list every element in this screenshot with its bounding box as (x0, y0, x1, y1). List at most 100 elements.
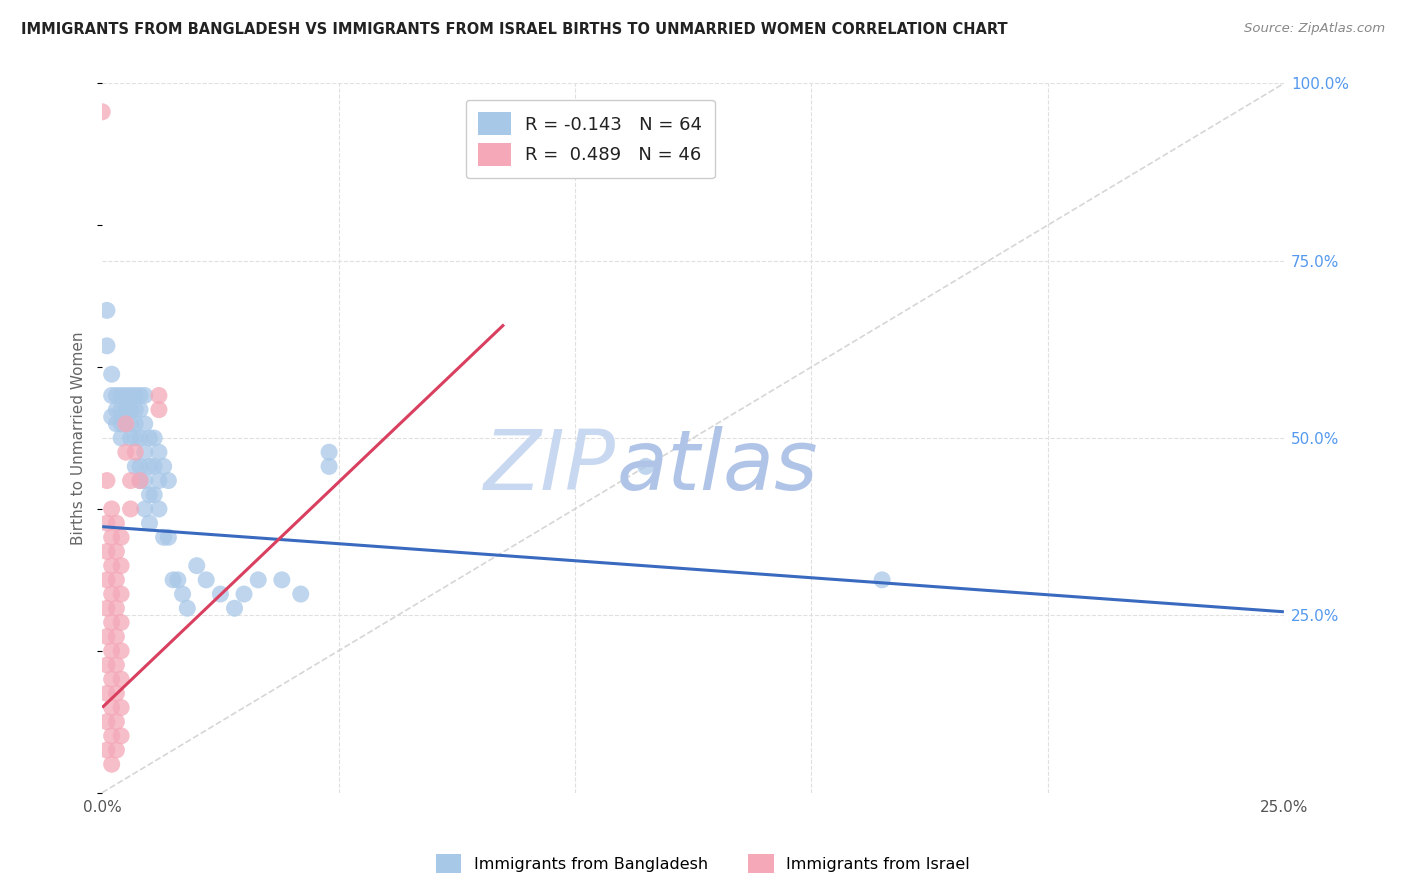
Point (100, 644, 122, 658)
Point (162, 573, 184, 587)
Point (110, 615, 132, 630)
Point (115, 388, 138, 402)
Point (129, 459, 152, 474)
Point (143, 431, 166, 445)
Point (105, 417, 128, 431)
Point (318, 445, 340, 459)
Point (290, 587, 312, 601)
Y-axis label: Births to Unmarried Women: Births to Unmarried Women (72, 331, 86, 545)
Point (152, 530, 174, 544)
Point (209, 587, 232, 601)
Point (100, 530, 122, 544)
Point (96, 601, 118, 615)
Point (115, 417, 138, 431)
Point (124, 459, 146, 474)
Text: ZIP: ZIP (484, 425, 616, 507)
Point (134, 445, 156, 459)
Point (172, 587, 194, 601)
Point (100, 615, 122, 630)
Point (110, 388, 132, 402)
Point (110, 644, 132, 658)
Point (105, 573, 128, 587)
Text: IMMIGRANTS FROM BANGLADESH VS IMMIGRANTS FROM ISRAEL BIRTHS TO UNMARRIED WOMEN C: IMMIGRANTS FROM BANGLADESH VS IMMIGRANTS… (21, 22, 1008, 37)
Point (105, 714, 128, 729)
Point (100, 558, 122, 573)
Point (134, 502, 156, 516)
Point (96, 339, 118, 353)
Point (96, 573, 118, 587)
Point (247, 573, 270, 587)
Point (115, 402, 138, 417)
Point (120, 431, 142, 445)
Point (91, 104, 114, 119)
Point (120, 417, 142, 431)
Point (138, 488, 160, 502)
Point (143, 459, 166, 474)
Text: atlas: atlas (616, 425, 818, 507)
Point (96, 686, 118, 700)
Point (110, 402, 132, 417)
Point (129, 388, 152, 402)
Point (110, 672, 132, 686)
Point (105, 388, 128, 402)
Point (110, 558, 132, 573)
Point (100, 368, 122, 382)
Point (148, 388, 170, 402)
Point (120, 474, 142, 488)
Point (318, 459, 340, 474)
Point (195, 573, 218, 587)
Point (100, 502, 122, 516)
Point (634, 459, 657, 474)
Point (134, 417, 156, 431)
Point (110, 700, 132, 714)
Text: Source: ZipAtlas.com: Source: ZipAtlas.com (1244, 22, 1385, 36)
Point (100, 757, 122, 772)
Point (120, 402, 142, 417)
Point (157, 530, 180, 544)
Point (148, 474, 170, 488)
Point (105, 630, 128, 644)
Point (120, 502, 142, 516)
Point (186, 558, 208, 573)
Point (129, 474, 152, 488)
Point (148, 402, 170, 417)
Point (129, 402, 152, 417)
Point (96, 474, 118, 488)
Point (120, 388, 142, 402)
Point (148, 445, 170, 459)
Point (233, 587, 256, 601)
Point (870, 573, 893, 587)
Point (134, 388, 156, 402)
Point (105, 544, 128, 558)
Point (110, 431, 132, 445)
Point (105, 686, 128, 700)
Point (105, 516, 128, 530)
Point (152, 459, 174, 474)
Point (166, 573, 188, 587)
Point (138, 431, 160, 445)
Point (105, 743, 128, 757)
Point (129, 474, 152, 488)
Point (138, 459, 160, 474)
Point (96, 743, 118, 757)
Point (124, 402, 146, 417)
Point (110, 417, 132, 431)
Point (96, 303, 118, 318)
Point (124, 445, 146, 459)
Point (124, 431, 146, 445)
Point (105, 402, 128, 417)
Point (96, 714, 118, 729)
Point (224, 601, 246, 615)
Point (105, 601, 128, 615)
Point (96, 657, 118, 672)
Point (100, 587, 122, 601)
Point (110, 530, 132, 544)
Legend: R = -0.143   N = 64, R =  0.489   N = 46: R = -0.143 N = 64, R = 0.489 N = 46 (465, 100, 716, 178)
Point (148, 502, 170, 516)
Point (157, 474, 180, 488)
Point (270, 573, 292, 587)
Point (143, 488, 166, 502)
Legend: Immigrants from Bangladesh, Immigrants from Israel: Immigrants from Bangladesh, Immigrants f… (429, 847, 977, 880)
Point (100, 409, 122, 424)
Point (96, 630, 118, 644)
